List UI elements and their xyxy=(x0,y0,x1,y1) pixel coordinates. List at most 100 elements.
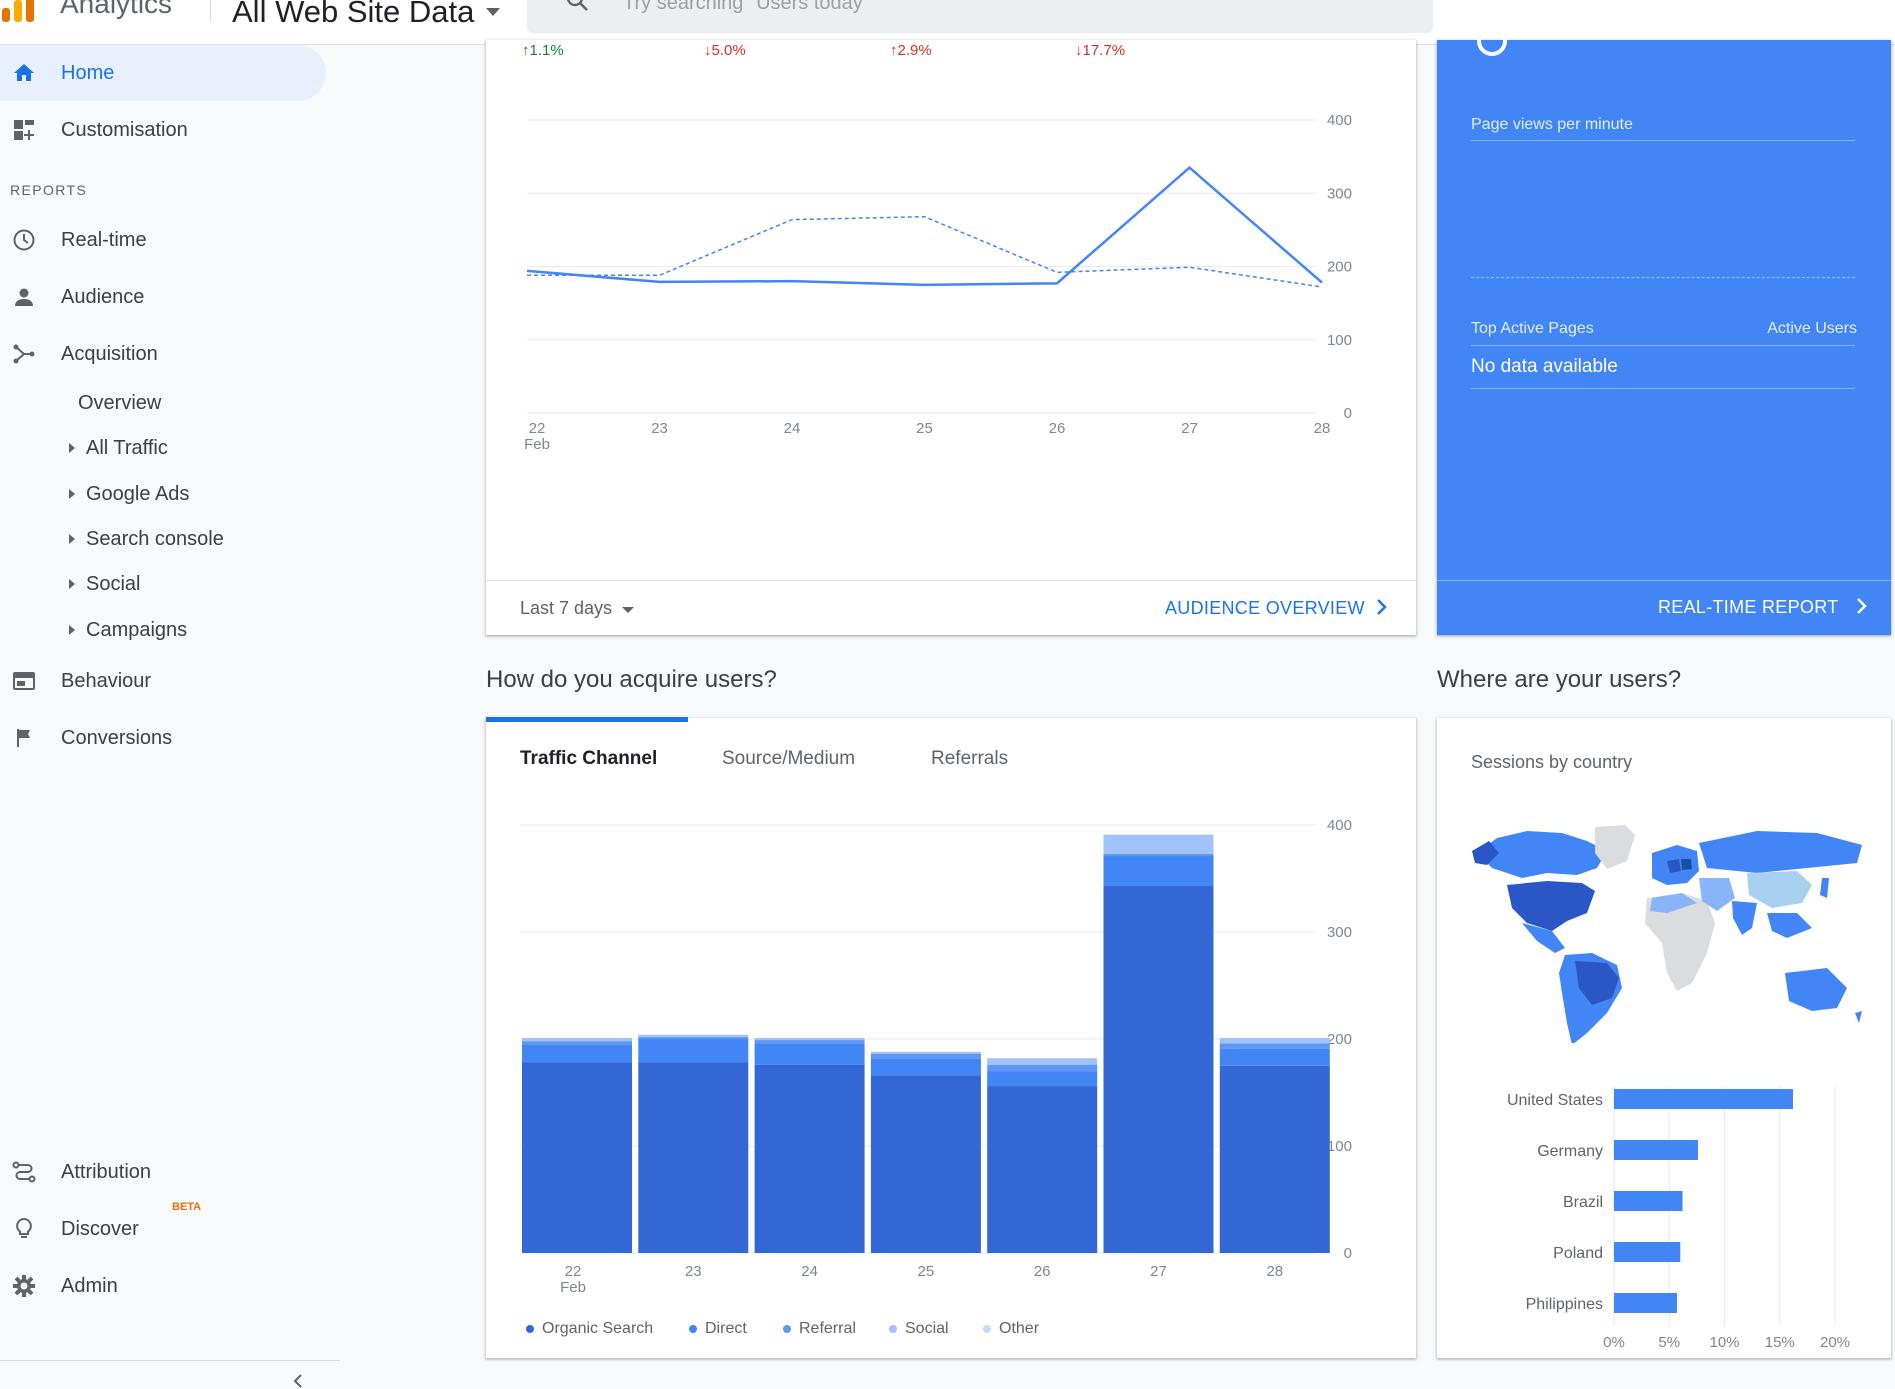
acquisition-google-ads[interactable]: Google Ads xyxy=(0,472,326,516)
bar-segment xyxy=(1104,835,1214,854)
acquisition-campaigns[interactable]: Campaigns xyxy=(0,608,326,652)
legend-direct[interactable]: Direct xyxy=(689,1320,747,1338)
bar-segment xyxy=(871,1075,981,1253)
chevron-right-icon[interactable] xyxy=(1371,597,1391,617)
caret-right-icon xyxy=(69,443,75,453)
sidebar-item-acquisition[interactable]: Acquisition xyxy=(0,326,326,382)
sidebar-item-label: Home xyxy=(61,62,114,85)
bar-segment xyxy=(1104,856,1214,886)
acquisition-icon xyxy=(12,342,36,366)
acquisition-search-console[interactable]: Search console xyxy=(0,517,326,561)
legend-other[interactable]: Other xyxy=(983,1320,1039,1338)
property-selector[interactable]: All Web Site Data xyxy=(232,0,474,30)
sidebar-item-label: Discover xyxy=(61,1218,139,1241)
sidebar-item-discover[interactable]: Discover xyxy=(0,1201,326,1257)
y-tick-label: 400 xyxy=(1327,817,1352,834)
delta-bounce-rate: ↑2.9% xyxy=(890,42,932,59)
map-australia xyxy=(1785,968,1847,1011)
audience-overview-link[interactable]: AUDIENCE OVERVIEW xyxy=(1165,598,1365,619)
acquisition-overview[interactable]: Overview xyxy=(0,381,326,425)
y-tick-label: 100 xyxy=(1327,332,1352,349)
legend-organic-search[interactable]: Organic Search xyxy=(526,1320,653,1338)
country-label: Germany xyxy=(1537,1143,1603,1160)
x-tick-label: 22 xyxy=(529,420,546,437)
active-users-ring xyxy=(1477,26,1507,56)
tab-traffic-channel[interactable]: Traffic Channel xyxy=(520,748,657,770)
sidebar-item-real-time[interactable]: Real-time xyxy=(0,212,326,268)
sidebar-item-label: Admin xyxy=(61,1275,118,1298)
acquisition-all-traffic[interactable]: All Traffic xyxy=(0,426,326,470)
country-label: United States xyxy=(1507,1092,1603,1109)
tab-source-medium[interactable]: Source/Medium xyxy=(722,748,855,770)
y-tick-label: 200 xyxy=(1327,1031,1352,1048)
map-russia xyxy=(1699,831,1862,873)
x-tick-label: 10% xyxy=(1709,1334,1739,1351)
bar-segment xyxy=(871,1058,981,1075)
x-tick-label: 5% xyxy=(1658,1334,1680,1351)
sidebar-item-audience[interactable]: Audience xyxy=(0,269,326,325)
legend-social[interactable]: Social xyxy=(889,1320,949,1338)
lightbulb-icon xyxy=(12,1217,36,1241)
sessions-by-country-title: Sessions by country xyxy=(1471,752,1632,773)
legend-dot xyxy=(983,1325,991,1333)
y-tick-label: 400 xyxy=(1327,112,1352,129)
country-bar xyxy=(1614,1293,1677,1313)
country-bar-chart: 0%5%10%15%20%United StatesGermanyBrazilP… xyxy=(1437,1086,1891,1356)
sidebar-item-label: Customisation xyxy=(61,119,188,142)
country-bar xyxy=(1614,1140,1698,1160)
sub-item-label: All Traffic xyxy=(86,437,168,460)
sub-item-label: Overview xyxy=(78,392,161,415)
bar-segment xyxy=(1220,1043,1330,1048)
acquisition-social[interactable]: Social xyxy=(0,562,326,606)
sidebar-item-behaviour[interactable]: Behaviour xyxy=(0,653,326,709)
series-line-current xyxy=(527,168,1322,285)
sidebar: Home Customisation REPORTS Real-time Aud… xyxy=(0,45,340,1350)
bar-segment xyxy=(638,1035,748,1037)
caret-right-icon xyxy=(69,579,75,589)
bar-segment xyxy=(638,1037,748,1039)
map-poland xyxy=(1681,859,1692,870)
x-tick-label: 0% xyxy=(1603,1334,1625,1351)
country-bar xyxy=(1614,1242,1680,1262)
chevron-right-icon[interactable] xyxy=(1851,596,1871,616)
world-map[interactable] xyxy=(1467,823,1867,1043)
caret-down-icon[interactable] xyxy=(486,8,500,16)
sidebar-item-label: Conversions xyxy=(61,727,172,750)
search-box[interactable]: Try searching "Users today" xyxy=(527,0,1433,33)
y-tick-label: 100 xyxy=(1327,1138,1352,1155)
bar-segment xyxy=(1220,1066,1330,1253)
legend-label: Direct xyxy=(705,1320,747,1338)
caret-right-icon xyxy=(69,534,75,544)
map-united-states xyxy=(1507,881,1595,931)
tab-referrals[interactable]: Referrals xyxy=(931,748,1008,770)
caret-down-icon[interactable] xyxy=(622,607,634,613)
bar-segment xyxy=(755,1040,865,1043)
chevron-left-icon[interactable] xyxy=(290,1373,306,1389)
search-icon[interactable] xyxy=(565,0,589,14)
sidebar-item-attribution[interactable]: Attribution xyxy=(0,1144,326,1200)
rt-divider xyxy=(1471,140,1855,141)
y-tick-label: 0 xyxy=(1344,1245,1352,1262)
map-china xyxy=(1747,871,1812,908)
bar-segment xyxy=(1104,886,1214,1253)
date-range-selector[interactable]: Last 7 days xyxy=(520,598,612,619)
search-placeholder: Try searching "Users today" xyxy=(623,0,870,15)
sidebar-item-label: Audience xyxy=(61,286,144,309)
sidebar-item-customisation[interactable]: Customisation xyxy=(0,102,326,158)
sidebar-item-label: Attribution xyxy=(61,1161,151,1184)
realtime-report-link[interactable]: REAL-TIME REPORT xyxy=(1658,597,1839,618)
x-tick-label: 28 xyxy=(1314,420,1331,437)
active-users-label: Active Users xyxy=(1767,320,1857,338)
rt-sparkline-baseline xyxy=(1471,277,1855,278)
y-tick-label: 200 xyxy=(1327,259,1352,276)
bar-segment xyxy=(522,1041,632,1044)
sidebar-item-conversions[interactable]: Conversions xyxy=(0,710,326,766)
x-tick-label: 23 xyxy=(685,1263,702,1280)
sidebar-item-admin[interactable]: Admin xyxy=(0,1258,326,1314)
series-line-previous xyxy=(527,217,1322,287)
x-tick-label: 15% xyxy=(1765,1334,1795,1351)
sidebar-item-home[interactable]: Home xyxy=(0,45,326,101)
legend-referral[interactable]: Referral xyxy=(783,1320,856,1338)
legend-dot xyxy=(689,1325,697,1333)
